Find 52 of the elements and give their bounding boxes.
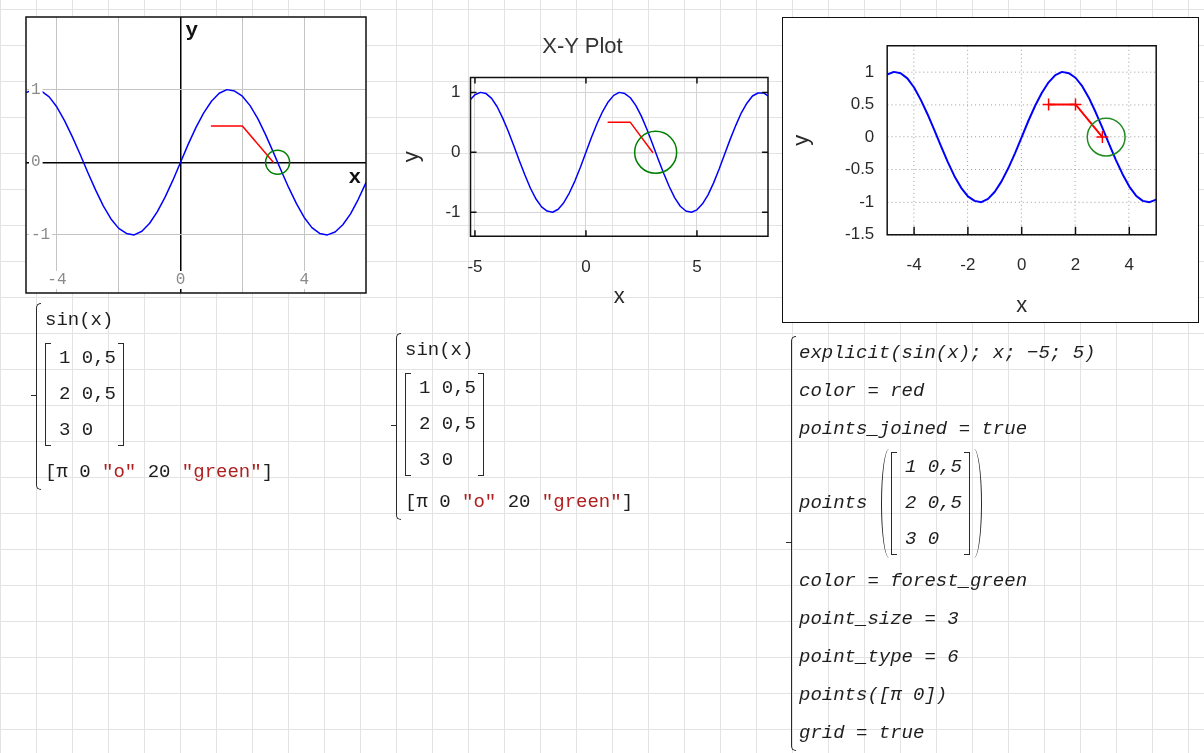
- text: points: [799, 491, 868, 514]
- y-axis-title: y: [788, 134, 814, 146]
- y-tick-label: 1: [451, 82, 461, 102]
- y-tick-label: -1: [859, 191, 875, 211]
- x-tick-label: 5: [692, 257, 702, 277]
- text: 2 0,5: [905, 491, 963, 514]
- x-axis-title: x: [613, 282, 625, 308]
- text: 3 0: [59, 418, 94, 441]
- text: sin(x): [405, 338, 474, 361]
- x-tick-label: 0: [581, 257, 591, 277]
- x-tick-label: -2: [960, 255, 976, 275]
- chart-title: X-Y Plot: [542, 33, 623, 59]
- text: 1 0,5: [419, 376, 477, 399]
- text: [π 0 "o" 20 "green"]: [405, 490, 634, 513]
- text: explicit(sin(x); x; −5; 5): [799, 341, 1096, 364]
- text: color = forest_green: [799, 569, 1028, 592]
- text: color = red: [799, 379, 925, 402]
- text: 1 0,5: [905, 455, 963, 478]
- y-tick-label: 1: [31, 80, 41, 99]
- text: grid = true: [799, 721, 925, 744]
- x-tick-label: 0: [1016, 255, 1027, 275]
- text: 2 0,5: [419, 412, 477, 435]
- x-tick-label: -4: [47, 271, 67, 290]
- y-tick-label: -0.5: [845, 159, 875, 179]
- y-tick-label: -1: [445, 201, 461, 221]
- y-tick-label: 1: [864, 61, 875, 81]
- x-tick-label: -5: [467, 257, 483, 277]
- text: sin(x): [45, 308, 114, 331]
- x-tick-label: 4: [1124, 255, 1135, 275]
- text: 2 0,5: [59, 382, 117, 405]
- text: point_size = 3: [799, 607, 959, 630]
- x-axis-title: x: [348, 166, 362, 190]
- x-tick-label: 4: [299, 271, 309, 290]
- x-tick-label: 2: [1070, 255, 1081, 275]
- y-tick-label: 0: [451, 141, 461, 161]
- y-tick-label: -1: [31, 226, 51, 245]
- y-axis-title: y: [185, 18, 199, 42]
- x-axis-title: x: [1016, 291, 1028, 317]
- text: points([π 0]): [799, 683, 948, 706]
- x-tick-label: -4: [906, 255, 922, 275]
- text: 3 0: [419, 448, 454, 471]
- y-axis-title: y: [398, 151, 424, 163]
- text: [π 0 "o" 20 "green"]: [45, 460, 274, 483]
- text: 1 0,5: [59, 346, 117, 369]
- y-tick-label: 0.5: [850, 94, 875, 114]
- y-tick-label: -1.5: [845, 224, 875, 244]
- y-tick-label: 0: [864, 126, 875, 146]
- text: points_joined = true: [799, 417, 1028, 440]
- text: 3 0: [905, 527, 940, 550]
- x-tick-label: 0: [175, 271, 186, 290]
- text: point_type = 6: [799, 645, 959, 668]
- y-tick-label: 0: [31, 153, 41, 172]
